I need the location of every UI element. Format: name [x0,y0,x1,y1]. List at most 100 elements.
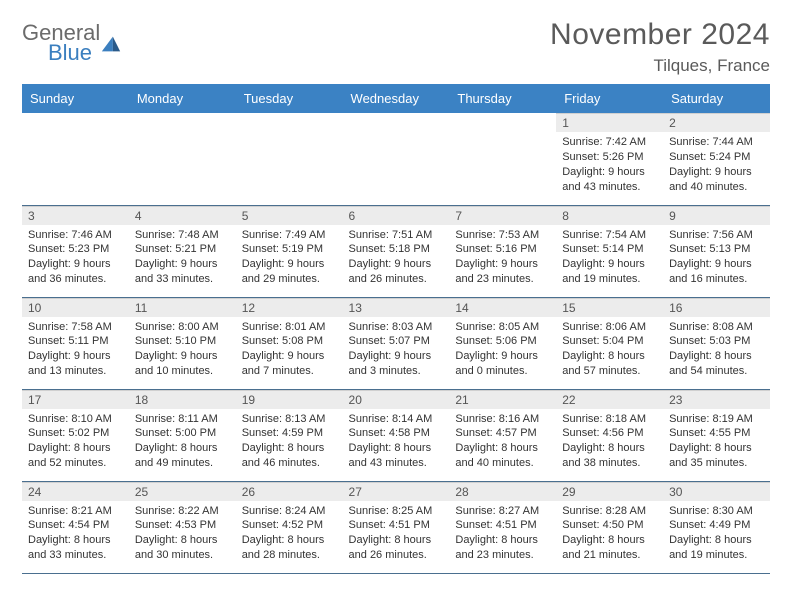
sunrise-line: Sunrise: 8:28 AM [562,504,657,519]
sunrise-line: Sunrise: 8:01 AM [242,320,337,335]
day1-line: Daylight: 8 hours [669,441,764,456]
day-number: 22 [556,390,663,409]
calendar-cell: 9Sunrise: 7:56 AMSunset: 5:13 PMDaylight… [663,205,770,297]
sunset-line: Sunset: 5:08 PM [242,334,337,349]
day1-line: Daylight: 9 hours [349,257,444,272]
day1-line: Daylight: 9 hours [242,257,337,272]
sunrise-line: Sunrise: 7:53 AM [455,228,550,243]
cell-content: Sunrise: 7:54 AMSunset: 5:14 PMDaylight:… [556,225,663,291]
calendar-table: SundayMondayTuesdayWednesdayThursdayFrid… [22,84,770,574]
day-number: 11 [129,298,236,317]
cell-content: Sunrise: 8:05 AMSunset: 5:06 PMDaylight:… [449,317,556,383]
day1-line: Daylight: 8 hours [455,441,550,456]
calendar-cell: 14Sunrise: 8:05 AMSunset: 5:06 PMDayligh… [449,297,556,389]
cell-content: Sunrise: 8:30 AMSunset: 4:49 PMDaylight:… [663,501,770,567]
sunset-line: Sunset: 5:06 PM [455,334,550,349]
calendar-cell: 12Sunrise: 8:01 AMSunset: 5:08 PMDayligh… [236,297,343,389]
sunset-line: Sunset: 5:02 PM [28,426,123,441]
day-number: 18 [129,390,236,409]
day2-line: and 57 minutes. [562,364,657,379]
sunrise-line: Sunrise: 7:54 AM [562,228,657,243]
calendar-cell: 18Sunrise: 8:11 AMSunset: 5:00 PMDayligh… [129,389,236,481]
day2-line: and 16 minutes. [669,272,764,287]
day1-line: Daylight: 9 hours [455,349,550,364]
calendar-cell: 2Sunrise: 7:44 AMSunset: 5:24 PMDaylight… [663,113,770,205]
calendar-cell: 25Sunrise: 8:22 AMSunset: 4:53 PMDayligh… [129,481,236,573]
cell-content: Sunrise: 8:25 AMSunset: 4:51 PMDaylight:… [343,501,450,567]
day2-line: and 19 minutes. [669,548,764,563]
day2-line: and 3 minutes. [349,364,444,379]
day2-line: and 23 minutes. [455,548,550,563]
calendar-cell: 17Sunrise: 8:10 AMSunset: 5:02 PMDayligh… [22,389,129,481]
header: General Blue November 2024 Tilques, Fran… [22,18,770,76]
day1-line: Daylight: 8 hours [562,441,657,456]
day-number: 24 [22,482,129,501]
day1-line: Daylight: 8 hours [242,441,337,456]
day-number: 16 [663,298,770,317]
sunrise-line: Sunrise: 7:46 AM [28,228,123,243]
day-header: Tuesday [236,84,343,113]
day2-line: and 19 minutes. [562,272,657,287]
calendar-cell: 6Sunrise: 7:51 AMSunset: 5:18 PMDaylight… [343,205,450,297]
cell-content: Sunrise: 8:22 AMSunset: 4:53 PMDaylight:… [129,501,236,567]
day1-line: Daylight: 8 hours [242,533,337,548]
calendar-cell: 16Sunrise: 8:08 AMSunset: 5:03 PMDayligh… [663,297,770,389]
sunset-line: Sunset: 5:13 PM [669,242,764,257]
sunset-line: Sunset: 5:21 PM [135,242,230,257]
cell-content: Sunrise: 7:48 AMSunset: 5:21 PMDaylight:… [129,225,236,291]
day-number: 13 [343,298,450,317]
sunrise-line: Sunrise: 7:56 AM [669,228,764,243]
calendar-cell: 19Sunrise: 8:13 AMSunset: 4:59 PMDayligh… [236,389,343,481]
sunrise-line: Sunrise: 8:27 AM [455,504,550,519]
day2-line: and 40 minutes. [455,456,550,471]
calendar-body: 1Sunrise: 7:42 AMSunset: 5:26 PMDaylight… [22,113,770,573]
sunrise-line: Sunrise: 8:08 AM [669,320,764,335]
day-number: 20 [343,390,450,409]
sunrise-line: Sunrise: 7:44 AM [669,135,764,150]
day-header: Wednesday [343,84,450,113]
day2-line: and 13 minutes. [28,364,123,379]
sunrise-line: Sunrise: 8:30 AM [669,504,764,519]
sunrise-line: Sunrise: 8:22 AM [135,504,230,519]
day1-line: Daylight: 9 hours [349,349,444,364]
day-number: 8 [556,206,663,225]
sunset-line: Sunset: 5:03 PM [669,334,764,349]
sunset-line: Sunset: 4:51 PM [349,518,444,533]
calendar-cell: 24Sunrise: 8:21 AMSunset: 4:54 PMDayligh… [22,481,129,573]
calendar-cell: 30Sunrise: 8:30 AMSunset: 4:49 PMDayligh… [663,481,770,573]
cell-content: Sunrise: 8:14 AMSunset: 4:58 PMDaylight:… [343,409,450,475]
calendar-cell [236,113,343,205]
calendar-week-row: 3Sunrise: 7:46 AMSunset: 5:23 PMDaylight… [22,205,770,297]
day1-line: Daylight: 9 hours [455,257,550,272]
cell-content: Sunrise: 8:13 AMSunset: 4:59 PMDaylight:… [236,409,343,475]
sunrise-line: Sunrise: 8:18 AM [562,412,657,427]
day-number: 9 [663,206,770,225]
sunset-line: Sunset: 4:53 PM [135,518,230,533]
day2-line: and 46 minutes. [242,456,337,471]
day-number: 2 [663,113,770,132]
sunrise-line: Sunrise: 8:14 AM [349,412,444,427]
calendar-cell: 26Sunrise: 8:24 AMSunset: 4:52 PMDayligh… [236,481,343,573]
day2-line: and 43 minutes. [562,180,657,195]
sunrise-line: Sunrise: 7:51 AM [349,228,444,243]
day2-line: and 33 minutes. [28,548,123,563]
sunrise-line: Sunrise: 8:16 AM [455,412,550,427]
calendar-cell: 8Sunrise: 7:54 AMSunset: 5:14 PMDaylight… [556,205,663,297]
day-number: 26 [236,482,343,501]
day1-line: Daylight: 9 hours [562,257,657,272]
day2-line: and 40 minutes. [669,180,764,195]
cell-content: Sunrise: 8:11 AMSunset: 5:00 PMDaylight:… [129,409,236,475]
sunset-line: Sunset: 5:04 PM [562,334,657,349]
calendar-cell [343,113,450,205]
sunset-line: Sunset: 4:57 PM [455,426,550,441]
sunrise-line: Sunrise: 8:24 AM [242,504,337,519]
sunrise-line: Sunrise: 8:11 AM [135,412,230,427]
day-header: Thursday [449,84,556,113]
calendar-cell: 27Sunrise: 8:25 AMSunset: 4:51 PMDayligh… [343,481,450,573]
cell-content: Sunrise: 7:58 AMSunset: 5:11 PMDaylight:… [22,317,129,383]
day1-line: Daylight: 9 hours [669,165,764,180]
sunset-line: Sunset: 4:49 PM [669,518,764,533]
sunrise-line: Sunrise: 8:25 AM [349,504,444,519]
cell-content: Sunrise: 8:10 AMSunset: 5:02 PMDaylight:… [22,409,129,475]
day-number: 28 [449,482,556,501]
